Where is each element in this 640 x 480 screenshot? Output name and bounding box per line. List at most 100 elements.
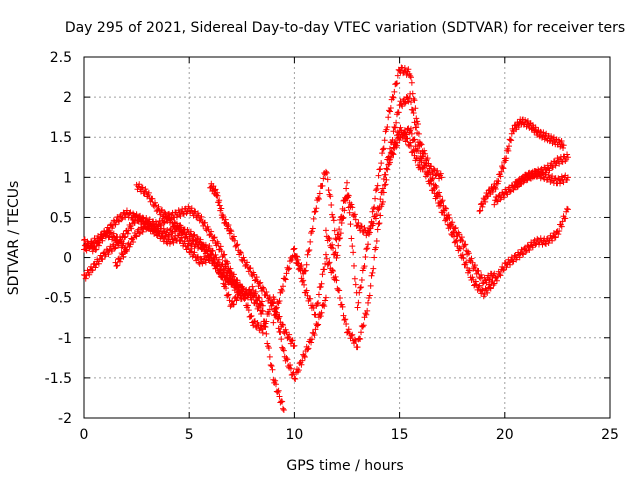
- data-point-marker: [225, 222, 232, 229]
- data-point-marker: [361, 263, 368, 270]
- data-point-marker: [427, 177, 434, 184]
- data-point-marker: [459, 238, 466, 245]
- data-point-marker: [195, 212, 202, 219]
- data-point-marker: [224, 223, 231, 230]
- data-point-marker: [495, 178, 502, 185]
- data-point-marker: [379, 150, 386, 157]
- data-point-marker: [218, 205, 225, 212]
- data-point-marker: [258, 298, 265, 305]
- data-point-marker: [123, 207, 130, 214]
- y-tick-label: 0.5: [50, 210, 72, 226]
- data-point-marker: [217, 243, 224, 250]
- data-point-marker: [220, 252, 227, 259]
- data-point-marker: [311, 209, 318, 216]
- data-point-marker: [301, 354, 308, 361]
- data-point-marker: [253, 274, 260, 281]
- data-point-marker: [493, 277, 500, 284]
- data-point-marker: [149, 195, 156, 202]
- data-point-marker: [408, 79, 415, 86]
- data-point-marker: [117, 239, 124, 246]
- data-point-marker: [443, 216, 450, 223]
- data-point-marker: [508, 137, 515, 144]
- axis-ticks: 0 5 10 15 20 25 -2 -1.5 -1 -0.5 0 0.5 1 1.5 2 2.5: [45, 50, 619, 443]
- data-point-marker: [439, 197, 446, 204]
- data-point-marker: [359, 323, 366, 330]
- data-point-marker: [405, 66, 412, 73]
- data-point-marker: [329, 267, 336, 274]
- data-point-marker: [315, 299, 322, 306]
- data-point-marker: [402, 130, 409, 137]
- data-point-marker: [414, 118, 421, 125]
- data-point-marker: [381, 182, 388, 189]
- data-point-marker: [152, 199, 159, 206]
- data-point-marker: [157, 211, 164, 218]
- data-point-marker: [506, 143, 513, 150]
- data-point-marker: [364, 307, 371, 314]
- data-point-marker: [282, 276, 289, 283]
- data-point-marker: [200, 243, 207, 250]
- data-point-marker: [307, 238, 314, 245]
- data-point-marker: [162, 210, 169, 217]
- data-point-marker: [351, 262, 358, 269]
- data-point-marker: [120, 253, 127, 260]
- data-point-marker: [537, 128, 544, 135]
- data-point-marker: [242, 295, 249, 302]
- data-point-marker: [301, 352, 308, 359]
- data-point-marker: [194, 254, 201, 261]
- data-point-marker: [290, 246, 297, 253]
- data-point-marker: [81, 237, 87, 244]
- data-point-marker: [368, 272, 375, 279]
- data-point-marker: [556, 227, 563, 234]
- data-point-marker: [426, 167, 433, 174]
- data-point-marker: [265, 310, 272, 317]
- data-point-marker: [196, 217, 203, 224]
- data-point-marker: [268, 363, 275, 370]
- data-point-marker: [351, 275, 358, 282]
- data-point-marker: [349, 243, 356, 250]
- data-point-marker: [507, 188, 514, 195]
- x-tick-label: 15: [391, 427, 409, 443]
- data-point-marker: [347, 221, 354, 228]
- data-point-marker: [481, 291, 488, 298]
- data-point-marker: [308, 228, 315, 235]
- data-point-marker: [99, 237, 106, 244]
- data-point-marker: [181, 226, 188, 233]
- data-point-marker: [379, 198, 386, 205]
- data-point-marker: [121, 234, 128, 241]
- data-point-marker: [349, 204, 356, 211]
- data-point-marker: [383, 126, 390, 133]
- data-point-marker: [260, 285, 267, 292]
- data-point-marker: [222, 216, 229, 223]
- data-point-marker: [171, 219, 178, 226]
- data-series-sat-track-13: [512, 168, 571, 191]
- data-point-marker: [279, 288, 286, 295]
- data-point-marker: [210, 183, 217, 190]
- data-series-sat-track-10: [386, 125, 571, 300]
- data-point-marker: [93, 246, 100, 253]
- data-point-marker: [558, 138, 565, 145]
- data-point-marker: [456, 245, 463, 252]
- data-point-marker: [322, 227, 329, 234]
- y-tick-label: 1: [63, 170, 72, 186]
- data-point-marker: [312, 326, 319, 333]
- data-point-marker: [315, 291, 322, 298]
- data-point-marker: [409, 106, 416, 113]
- data-point-marker: [373, 211, 380, 218]
- data-point-marker: [383, 176, 390, 183]
- data-point-marker: [379, 189, 386, 196]
- data-point-marker: [110, 230, 117, 237]
- x-axis-title: GPS time / hours: [286, 458, 403, 474]
- data-point-marker: [564, 176, 571, 183]
- data-point-marker: [345, 192, 352, 199]
- data-point-marker: [231, 237, 238, 244]
- data-point-marker: [244, 291, 251, 298]
- data-point-marker: [107, 243, 114, 250]
- data-point-marker: [274, 389, 281, 396]
- data-point-marker: [232, 284, 239, 291]
- data-point-marker: [195, 259, 202, 266]
- data-point-marker: [263, 318, 270, 325]
- data-point-marker: [386, 159, 393, 166]
- data-point-marker: [343, 321, 350, 328]
- data-point-marker: [491, 270, 498, 277]
